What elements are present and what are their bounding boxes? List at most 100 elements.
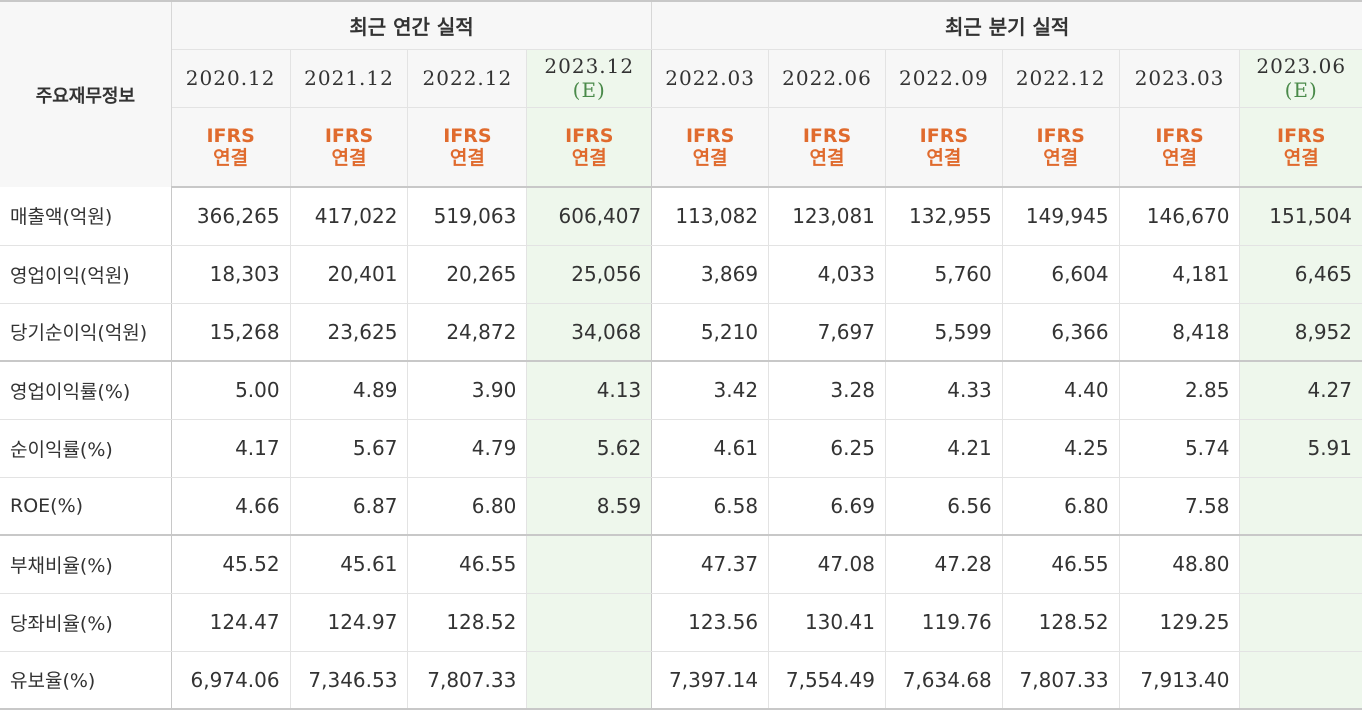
value-cell: 5.62 bbox=[526, 419, 653, 478]
col-ifrs: IFRS 연결 bbox=[407, 107, 528, 188]
col-ifrs: IFRS 연결 bbox=[1119, 107, 1241, 188]
value-cell: 5,599 bbox=[885, 303, 1003, 362]
corner-label: 주요재무정보 bbox=[0, 0, 172, 187]
value-cell bbox=[1239, 651, 1362, 710]
value-cell: 4.66 bbox=[171, 477, 291, 536]
value-cell: 4.13 bbox=[526, 361, 653, 420]
value-cell: 4.79 bbox=[407, 419, 528, 478]
value-cell: 6,366 bbox=[1002, 303, 1120, 362]
value-cell: 24,872 bbox=[407, 303, 528, 362]
value-cell: 130.41 bbox=[768, 593, 886, 652]
value-cell: 4.61 bbox=[651, 419, 770, 478]
annual-group-header: 최근 연간 실적 bbox=[171, 0, 653, 50]
col-date: 2020.12 bbox=[171, 49, 291, 108]
value-cell: 3,869 bbox=[651, 245, 770, 304]
col-ifrs: IFRS 연결 bbox=[885, 107, 1003, 188]
value-cell: 129.25 bbox=[1119, 593, 1241, 652]
value-cell: 5.00 bbox=[171, 361, 291, 420]
row-label: 당기순이익(억원) bbox=[0, 303, 172, 362]
value-cell: 6,604 bbox=[1002, 245, 1120, 304]
value-cell: 417,022 bbox=[290, 187, 409, 246]
value-cell: 6.56 bbox=[885, 477, 1003, 536]
value-cell: 149,945 bbox=[1002, 187, 1120, 246]
value-cell: 23,625 bbox=[290, 303, 409, 362]
value-cell: 20,401 bbox=[290, 245, 409, 304]
value-cell: 128.52 bbox=[1002, 593, 1120, 652]
value-cell: 7,807.33 bbox=[407, 651, 528, 710]
value-cell: 7,346.53 bbox=[290, 651, 409, 710]
table-row: 당좌비율(%) 124.47 124.97 128.52 123.56 130.41 119… bbox=[0, 593, 1362, 652]
value-cell: 7,397.14 bbox=[651, 651, 770, 710]
row-label: 매출액(억원) bbox=[0, 187, 172, 246]
value-cell: 4.33 bbox=[885, 361, 1003, 420]
value-cell: 113,082 bbox=[651, 187, 770, 246]
value-cell: 4.17 bbox=[171, 419, 291, 478]
value-cell: 45.61 bbox=[290, 535, 409, 594]
value-cell: 18,303 bbox=[171, 245, 291, 304]
value-cell bbox=[1239, 477, 1362, 536]
value-cell: 5.74 bbox=[1119, 419, 1241, 478]
value-cell: 366,265 bbox=[171, 187, 291, 246]
value-cell: 4.89 bbox=[290, 361, 409, 420]
value-cell: 4.21 bbox=[885, 419, 1003, 478]
value-cell: 4.27 bbox=[1239, 361, 1362, 420]
value-cell: 47.37 bbox=[651, 535, 770, 594]
value-cell: 128.52 bbox=[407, 593, 528, 652]
value-cell: 519,063 bbox=[407, 187, 528, 246]
row-label: 영업이익(억원) bbox=[0, 245, 172, 304]
value-cell: 606,407 bbox=[526, 187, 653, 246]
value-cell: 6,974.06 bbox=[171, 651, 291, 710]
col-date: 2022.12 bbox=[407, 49, 528, 108]
row-label: 영업이익률(%) bbox=[0, 361, 172, 420]
value-cell: 47.08 bbox=[768, 535, 886, 594]
col-ifrs: IFRS 연결 bbox=[526, 107, 653, 188]
value-cell bbox=[1239, 593, 1362, 652]
col-ifrs: IFRS 연결 bbox=[1239, 107, 1362, 188]
estimate-mark: (E) bbox=[572, 78, 606, 102]
value-cell: 25,056 bbox=[526, 245, 653, 304]
value-cell: 119.76 bbox=[885, 593, 1003, 652]
col-date-estimate: 2023.12 (E) bbox=[526, 49, 653, 108]
value-cell: 4,181 bbox=[1119, 245, 1241, 304]
col-date: 2023.03 bbox=[1119, 49, 1241, 108]
value-cell: 6.87 bbox=[290, 477, 409, 536]
col-date: 2021.12 bbox=[290, 49, 409, 108]
table-row: 부채비율(%) 45.52 45.61 46.55 47.37 47.08 47.28 46.… bbox=[0, 535, 1362, 594]
table-row: 순이익률(%) 4.17 5.67 4.79 5.62 4.61 6.25 4.21 4.25 5… bbox=[0, 419, 1362, 478]
value-cell: 4,033 bbox=[768, 245, 886, 304]
value-cell: 6.58 bbox=[651, 477, 770, 536]
col-date: 2022.09 bbox=[885, 49, 1003, 108]
value-cell: 2.85 bbox=[1119, 361, 1241, 420]
value-cell: 5.91 bbox=[1239, 419, 1362, 478]
value-cell bbox=[526, 593, 653, 652]
col-date-estimate: 2023.06 (E) bbox=[1239, 49, 1362, 108]
value-cell: 46.55 bbox=[407, 535, 528, 594]
col-ifrs: IFRS 연결 bbox=[171, 107, 291, 188]
value-cell: 7,554.49 bbox=[768, 651, 886, 710]
value-cell: 132,955 bbox=[885, 187, 1003, 246]
value-cell: 15,268 bbox=[171, 303, 291, 362]
value-cell: 34,068 bbox=[526, 303, 653, 362]
table-row: 영업이익(억원) 18,303 20,401 20,265 25,056 3,869 4,0… bbox=[0, 245, 1362, 304]
col-date: 2022.03 bbox=[651, 49, 770, 108]
value-cell: 124.97 bbox=[290, 593, 409, 652]
col-ifrs: IFRS 연결 bbox=[651, 107, 770, 188]
col-ifrs: IFRS 연결 bbox=[290, 107, 409, 188]
table-row: 영업이익률(%) 5.00 4.89 3.90 4.13 3.42 3.28 4.33 4.40… bbox=[0, 361, 1362, 420]
value-cell: 20,265 bbox=[407, 245, 528, 304]
value-cell: 7.58 bbox=[1119, 477, 1241, 536]
row-label: 순이익률(%) bbox=[0, 419, 172, 478]
row-label: ROE(%) bbox=[0, 477, 172, 536]
value-cell: 6.80 bbox=[407, 477, 528, 536]
value-cell: 48.80 bbox=[1119, 535, 1241, 594]
value-cell: 45.52 bbox=[171, 535, 291, 594]
value-cell: 7,913.40 bbox=[1119, 651, 1241, 710]
value-cell: 124.47 bbox=[171, 593, 291, 652]
table-row: 매출액(억원) 366,265 417,022 519,063 606,407 113,0… bbox=[0, 187, 1362, 246]
value-cell: 7,634.68 bbox=[885, 651, 1003, 710]
col-ifrs: IFRS 연결 bbox=[1002, 107, 1120, 188]
value-cell: 8,418 bbox=[1119, 303, 1241, 362]
table-row: ROE(%) 4.66 6.87 6.80 8.59 6.58 6.69 6.56 6.80 7.… bbox=[0, 477, 1362, 536]
value-cell: 123.56 bbox=[651, 593, 770, 652]
